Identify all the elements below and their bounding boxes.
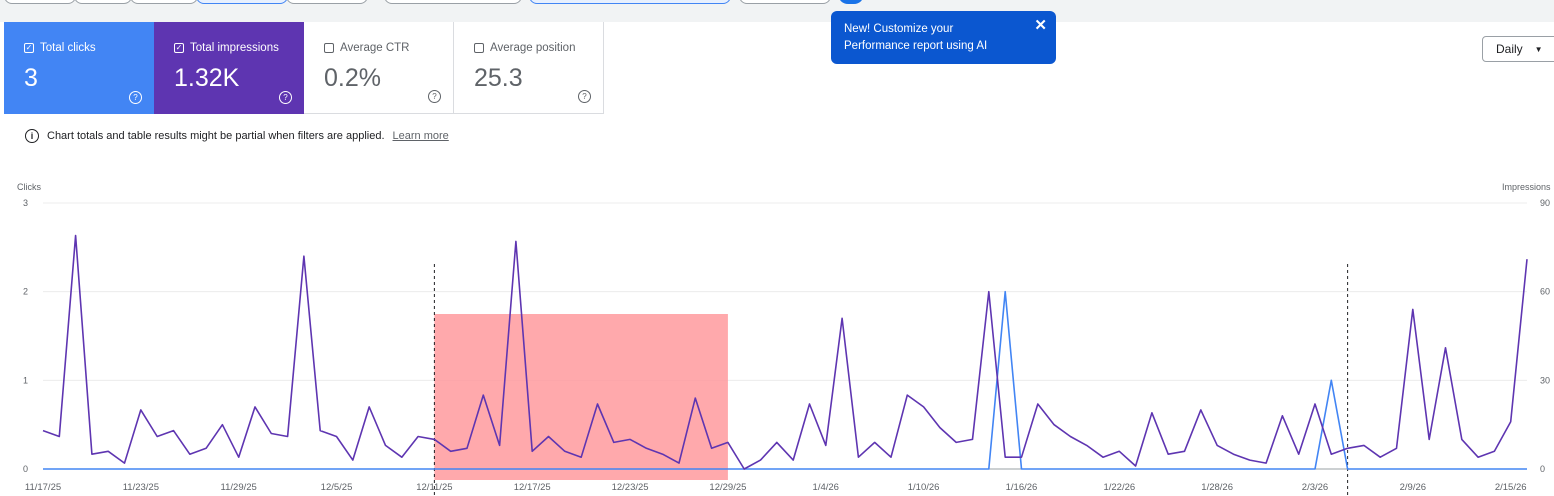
x-tick-label: 12/17/25 [514,482,551,493]
total-clicks-card[interactable]: ✓ Total clicks 3 ? [4,22,154,114]
average-position-value: 25.3 [474,64,523,92]
x-tick-label: 11/29/25 [221,482,257,493]
learn-more-link[interactable]: Learn more [392,130,449,142]
notice-text: Chart totals and table results might be … [47,130,385,142]
close-icon[interactable]: ✕ [1034,17,1047,34]
left-tick-label: 1 [23,375,28,385]
x-tick-label: 11/17/25 [25,482,61,493]
right-tick-label: 60 [1540,287,1550,297]
average-ctr-label: Average CTR [340,42,410,54]
granularity-label: Daily [1496,42,1523,56]
x-tick-label: 1/22/26 [1103,482,1135,493]
help-icon[interactable]: ? [279,91,292,104]
x-tick-label: 11/23/25 [123,482,159,493]
x-tick-label: 12/23/25 [612,482,649,493]
date-range-chip-3[interactable] [130,0,198,4]
x-tick-label: 1/4/26 [813,482,839,493]
ai-customize-tooltip: New! Customize your Performance report u… [831,11,1056,64]
total-clicks-label: Total clicks [40,42,96,54]
left-tick-label: 2 [23,287,28,297]
help-icon[interactable]: ? [578,90,591,103]
left-tick-label: 0 [23,464,28,474]
date-range-chip-5[interactable] [286,0,368,4]
total-impressions-value: 1.32K [174,64,240,92]
x-tick-label: 2/9/26 [1400,482,1426,493]
checkbox-icon[interactable]: ✓ [24,43,34,53]
info-icon: i [25,129,39,143]
date-range-chip-1[interactable] [4,0,76,4]
average-ctr-value: 0.2% [324,64,381,92]
help-icon[interactable]: ? [129,91,142,104]
checkbox-icon[interactable] [474,43,484,53]
filter-chip-selected[interactable] [529,0,731,4]
series-line-clicks [43,290,1527,470]
top-toolbar [0,0,1554,22]
x-tick-label: 12/5/25 [321,482,353,493]
help-icon[interactable]: ? [428,90,441,103]
x-tick-label: 12/29/25 [709,482,746,493]
chevron-down-icon: ▼ [1534,44,1543,54]
series-line-impressions [42,234,1528,470]
partial-data-notice: i Chart totals and table results might b… [25,129,449,143]
checkbox-icon[interactable] [324,43,334,53]
granularity-dropdown[interactable]: Daily ▼ [1482,36,1554,62]
right-axis-title: Impressions [1502,182,1551,192]
tooltip-text-line-2: Performance report using AI [844,40,988,52]
right-tick-label: 90 [1540,198,1550,208]
date-range-chip-selected[interactable] [196,0,288,4]
average-position-label: Average position [490,42,576,54]
x-tick-label: 2/15/26 [1495,482,1527,493]
date-range-chip-2[interactable] [74,0,132,4]
left-tick-label: 3 [23,198,28,208]
average-ctr-card[interactable]: Average CTR 0.2% ? [304,22,454,114]
average-position-card[interactable]: Average position 25.3 ? [454,22,604,114]
ai-button[interactable] [838,0,864,4]
total-impressions-card[interactable]: ✓ Total impressions 1.32K ? [154,22,304,114]
x-tick-label: 1/10/26 [908,482,940,493]
left-axis-title: Clicks [17,182,41,192]
x-tick-label: 2/3/26 [1302,482,1328,493]
x-tick-label: 1/28/26 [1201,482,1233,493]
x-tick-label: 12/11/25 [416,482,452,493]
right-tick-label: 30 [1540,375,1550,385]
x-tick-label: 1/16/26 [1006,482,1038,493]
total-clicks-value: 3 [24,64,38,92]
filter-chip[interactable] [384,0,522,4]
checkbox-icon[interactable]: ✓ [174,43,184,53]
highlight-region [434,314,728,480]
tooltip-text-line-1: New! Customize your [844,23,954,35]
right-tick-label: 0 [1540,464,1545,474]
total-impressions-label: Total impressions [190,42,279,54]
new-filter-chip[interactable] [739,0,831,4]
